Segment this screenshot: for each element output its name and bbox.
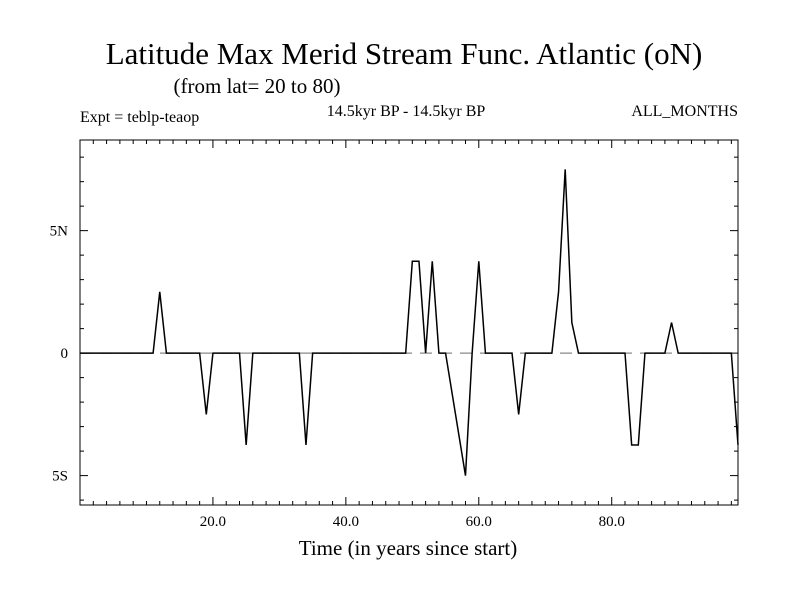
chart-title: Latitude Max Merid Stream Func. Atlantic… [106, 36, 703, 71]
plot-frame [79, 139, 739, 506]
tick-labels: 20.0 40.0 60.0 80.0 5N 0 5S [50, 224, 625, 530]
period-label: 14.5kyr BP - 14.5kyr BP [327, 103, 486, 120]
major-ticks [80, 140, 738, 505]
x-tick-label: 40.0 [333, 514, 359, 530]
plot-area: 20.0 40.0 60.0 80.0 5N 0 5S [50, 139, 739, 530]
x-axis-label: Time (in years since start) [299, 536, 518, 560]
experiment-label: Expt = teblp-teaop [80, 109, 199, 126]
minor-ticks [80, 140, 738, 505]
series-line [80, 169, 739, 476]
months-label: ALL_MONTHS [631, 103, 738, 120]
x-tick-label: 20.0 [200, 514, 226, 530]
y-tick-label: 0 [61, 346, 69, 362]
y-tick-label: 5S [52, 469, 68, 485]
x-tick-label: 80.0 [599, 514, 625, 530]
chart-subtitle: (from lat= 20 to 80) [174, 74, 341, 98]
y-tick-label: 5N [50, 224, 69, 240]
x-tick-label: 60.0 [466, 514, 492, 530]
